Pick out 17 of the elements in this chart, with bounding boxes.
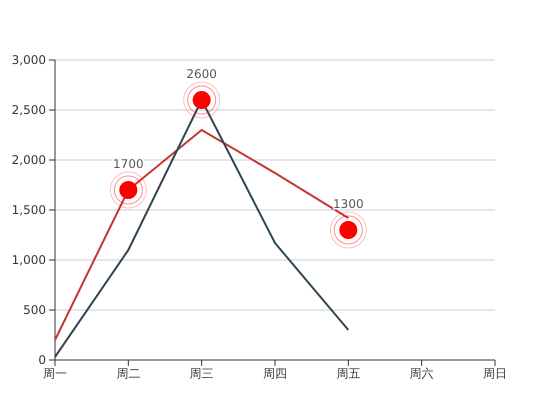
y-tick-label: 500 xyxy=(23,302,46,317)
x-tick-label: 周四 xyxy=(263,366,287,381)
y-tick-label: 1,500 xyxy=(12,202,46,217)
y-tick-label: 2,500 xyxy=(12,102,46,117)
x-tick-label: 周六 xyxy=(410,366,434,381)
data-label: 2600 xyxy=(186,67,217,81)
y-tick-label: 0 xyxy=(38,352,46,367)
y-tick-label: 1,000 xyxy=(12,252,46,267)
x-tick-label: 周一 xyxy=(43,366,67,381)
x-tick-label: 周日 xyxy=(483,366,507,381)
x-tick-label: 周五 xyxy=(336,366,360,381)
y-tick-label: 3,000 xyxy=(12,52,46,67)
data-label: 1300 xyxy=(333,197,364,211)
x-tick-label: 周三 xyxy=(190,366,214,381)
data-label: 1700 xyxy=(113,157,144,171)
y-tick-label: 2,000 xyxy=(12,152,46,167)
x-tick-label: 周二 xyxy=(116,366,140,381)
